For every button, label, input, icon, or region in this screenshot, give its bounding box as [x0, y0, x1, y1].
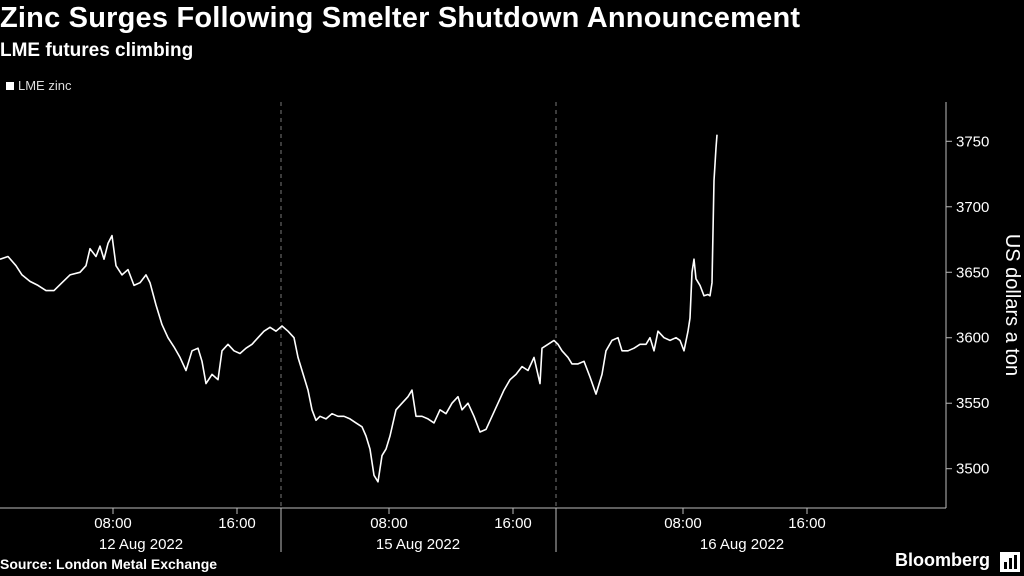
x-tick-label: 08:00: [94, 515, 132, 532]
y-tick-label: 3500: [956, 461, 989, 478]
bloomberg-logo: Bloomberg: [894, 550, 990, 570]
y-tick-label: 3700: [956, 199, 989, 216]
chart-subtitle: LME futures climbing: [0, 40, 194, 61]
x-tick-label: 16:00: [218, 515, 256, 532]
legend: LME zinc: [6, 78, 71, 93]
x-date-label: 12 Aug 2022: [99, 536, 183, 553]
x-date-label: 16 Aug 2022: [700, 536, 784, 553]
source-note: Source: London Metal Exchange: [0, 556, 218, 572]
legend-label: LME zinc: [18, 78, 72, 93]
x-tick-label: 16:00: [494, 515, 532, 532]
y-tick-label: 3600: [956, 330, 989, 347]
series-line: [0, 134, 718, 483]
y-tick-label: 3750: [956, 133, 989, 150]
x-tick-label: 08:00: [370, 515, 408, 532]
legend-swatch: [6, 81, 14, 90]
y-tick-label: 3650: [956, 264, 989, 281]
x-tick-label: 16:00: [788, 515, 826, 532]
y-axis-label: US dollars a ton: [1001, 234, 1023, 376]
chart-title: Zinc Surges Following Smelter Shutdown A…: [0, 2, 801, 34]
y-tick-label: 3550: [956, 395, 989, 412]
x-tick-label: 08:00: [664, 515, 702, 532]
x-date-label: 15 Aug 2022: [376, 536, 460, 553]
bloomberg-mark-icon: [1000, 552, 1020, 572]
